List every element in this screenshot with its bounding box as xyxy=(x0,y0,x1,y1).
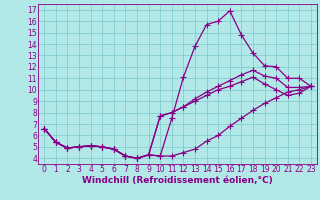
X-axis label: Windchill (Refroidissement éolien,°C): Windchill (Refroidissement éolien,°C) xyxy=(82,176,273,185)
